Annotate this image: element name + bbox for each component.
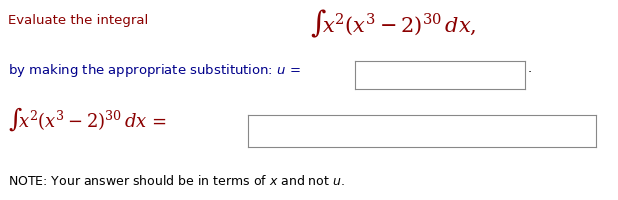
Text: by making the appropriate substitution: $u$ =: by making the appropriate substitution: … (8, 62, 301, 79)
Text: .: . (528, 62, 532, 75)
Text: Evaluate the integral: Evaluate the integral (8, 14, 148, 27)
Text: $\int\! x^2(x^3-2)^{30}\,dx$ =: $\int\! x^2(x^3-2)^{30}\,dx$ = (8, 104, 167, 132)
Text: $\int\! x^2(x^3-2)^{30}\,dx,$: $\int\! x^2(x^3-2)^{30}\,dx,$ (310, 8, 476, 40)
Text: NOTE: Your answer should be in terms of $x$ and not $u$.: NOTE: Your answer should be in terms of … (8, 173, 345, 187)
